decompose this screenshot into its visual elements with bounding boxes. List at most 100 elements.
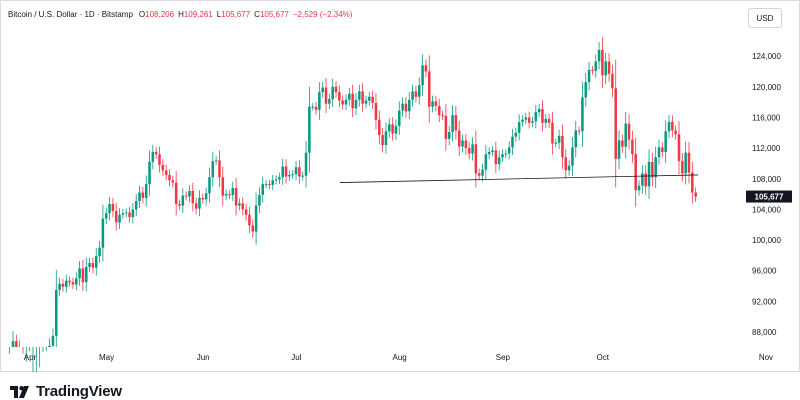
high-label: H [178, 10, 184, 19]
candle-body [241, 203, 245, 210]
candle-body [484, 154, 488, 170]
open-value: 108,206 [145, 10, 175, 19]
currency-button[interactable]: USD [748, 8, 782, 28]
candle-body [121, 213, 125, 215]
tradingview-logo[interactable]: TradingView [10, 383, 122, 400]
candle-body [341, 100, 344, 105]
candle-body [138, 192, 141, 201]
candle-body [284, 166, 288, 177]
y-tick-label: 112,000 [752, 144, 781, 153]
candle-body [531, 121, 534, 123]
candle-body [198, 197, 201, 209]
candle-body [664, 131, 667, 152]
candle-body [547, 118, 551, 123]
candle-body [348, 93, 351, 100]
x-axis: Apr May Jun Jul Aug Sep Oct Nov [24, 353, 773, 362]
candle-body [55, 289, 58, 336]
candle-body [634, 154, 637, 191]
candle-body [261, 184, 265, 195]
candle-body [78, 268, 81, 279]
x-tick-label: Jul [291, 353, 301, 362]
candle-body [211, 161, 215, 178]
candle-body [94, 256, 98, 268]
candle-body [604, 61, 607, 76]
candle-body [691, 172, 694, 193]
price-tag-group: 105,677 [746, 190, 792, 203]
candle-body [414, 91, 418, 97]
candle-body [427, 71, 431, 107]
candle-body [344, 99, 348, 105]
candle-body [144, 184, 148, 198]
candle-body [391, 124, 394, 134]
candle-body [354, 99, 358, 109]
candle-body [161, 164, 165, 171]
low-value: 105,677 [221, 10, 251, 19]
candle-body [201, 197, 205, 200]
candle-body [228, 194, 231, 196]
candle-body [417, 85, 421, 97]
candle-body [118, 214, 121, 223]
chart-frame[interactable] [0, 0, 800, 372]
candle-body [288, 174, 291, 177]
candle-body [278, 177, 281, 180]
candle-body [111, 204, 115, 211]
candle-body [601, 50, 604, 76]
candle-body [321, 87, 324, 93]
x-tick-label: May [99, 353, 114, 362]
candle-body [108, 204, 111, 214]
candle-body [361, 91, 364, 104]
last-price-label: 105,677 [755, 193, 784, 202]
candle-body [271, 180, 274, 185]
candle-body [524, 117, 528, 120]
candle-body [294, 167, 298, 175]
candle-body [351, 93, 354, 109]
symbol-name[interactable]: Bitcoin / U.S. Dollar · 1D · Bitstamp [8, 10, 133, 19]
candle-body [511, 136, 514, 148]
candle-body [424, 65, 428, 72]
candle-body [114, 210, 118, 223]
price-chart[interactable]: 88,000 92,000 96,000 100,000 104,000 108,000 1… [0, 0, 800, 372]
candle-body [671, 122, 674, 131]
close-label: C [254, 10, 260, 19]
candle-body [61, 283, 65, 287]
candle-body [617, 140, 621, 159]
candle-body [441, 115, 444, 117]
candle-body [181, 195, 185, 206]
candle-body [467, 148, 471, 154]
candle-body [627, 123, 631, 140]
candle-body [374, 102, 378, 120]
candle-body [457, 130, 461, 147]
x-tick-label: Sep [496, 353, 511, 362]
candle-body [487, 151, 491, 155]
candle-body [398, 110, 401, 126]
candle-body [311, 106, 314, 108]
candle-body [401, 103, 404, 111]
candle-body [624, 123, 627, 147]
candle-body [264, 184, 268, 186]
candle-body [631, 139, 634, 155]
candle-body [661, 147, 664, 152]
candle-body [644, 173, 647, 187]
candle-body [65, 280, 68, 287]
open-label: O [138, 10, 146, 19]
candle-body [51, 335, 55, 346]
x-tick-label: Oct [597, 353, 610, 362]
logo-text: TradingView [36, 383, 122, 400]
y-tick-label: 96,000 [752, 267, 777, 276]
y-tick-label: 104,000 [752, 205, 781, 214]
candle-body [141, 192, 145, 198]
candle-body [571, 147, 574, 166]
candle-body [621, 140, 624, 147]
candle-body [554, 142, 558, 144]
candle-body [567, 165, 571, 171]
support-trendline [339, 174, 699, 183]
candle-body [381, 135, 384, 146]
candle-body [191, 191, 195, 204]
candle-body [637, 185, 641, 191]
candle-body [564, 157, 568, 171]
candle-body [667, 122, 671, 132]
candle-body [504, 153, 508, 155]
candle-body [378, 119, 381, 136]
candle-body [154, 151, 158, 155]
candle-body [581, 97, 584, 132]
